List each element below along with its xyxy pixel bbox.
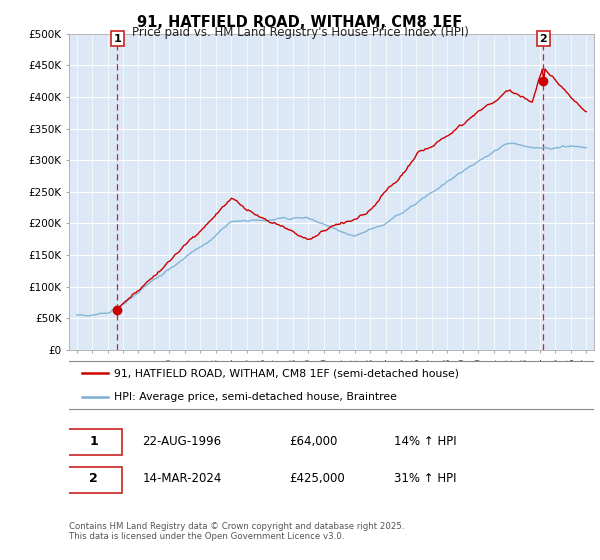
Text: £64,000: £64,000 xyxy=(290,435,338,447)
Text: Price paid vs. HM Land Registry's House Price Index (HPI): Price paid vs. HM Land Registry's House … xyxy=(131,26,469,39)
Text: 1: 1 xyxy=(89,435,98,447)
Text: 22-AUG-1996: 22-AUG-1996 xyxy=(143,435,221,447)
Text: 31% ↑ HPI: 31% ↑ HPI xyxy=(395,473,457,486)
FancyBboxPatch shape xyxy=(67,361,596,409)
Text: 1: 1 xyxy=(113,34,121,44)
Text: 91, HATFIELD ROAD, WITHAM, CM8 1EF (semi-detached house): 91, HATFIELD ROAD, WITHAM, CM8 1EF (semi… xyxy=(113,368,458,379)
Text: Contains HM Land Registry data © Crown copyright and database right 2025.
This d: Contains HM Land Registry data © Crown c… xyxy=(69,522,404,542)
FancyBboxPatch shape xyxy=(67,467,121,493)
Text: 2: 2 xyxy=(89,473,98,486)
Text: 14% ↑ HPI: 14% ↑ HPI xyxy=(395,435,457,447)
Text: HPI: Average price, semi-detached house, Braintree: HPI: Average price, semi-detached house,… xyxy=(113,391,397,402)
Text: 14-MAR-2024: 14-MAR-2024 xyxy=(143,473,222,486)
Text: 2: 2 xyxy=(539,34,547,44)
Text: 91, HATFIELD ROAD, WITHAM, CM8 1EF: 91, HATFIELD ROAD, WITHAM, CM8 1EF xyxy=(137,15,463,30)
FancyBboxPatch shape xyxy=(67,429,121,455)
Text: £425,000: £425,000 xyxy=(290,473,345,486)
